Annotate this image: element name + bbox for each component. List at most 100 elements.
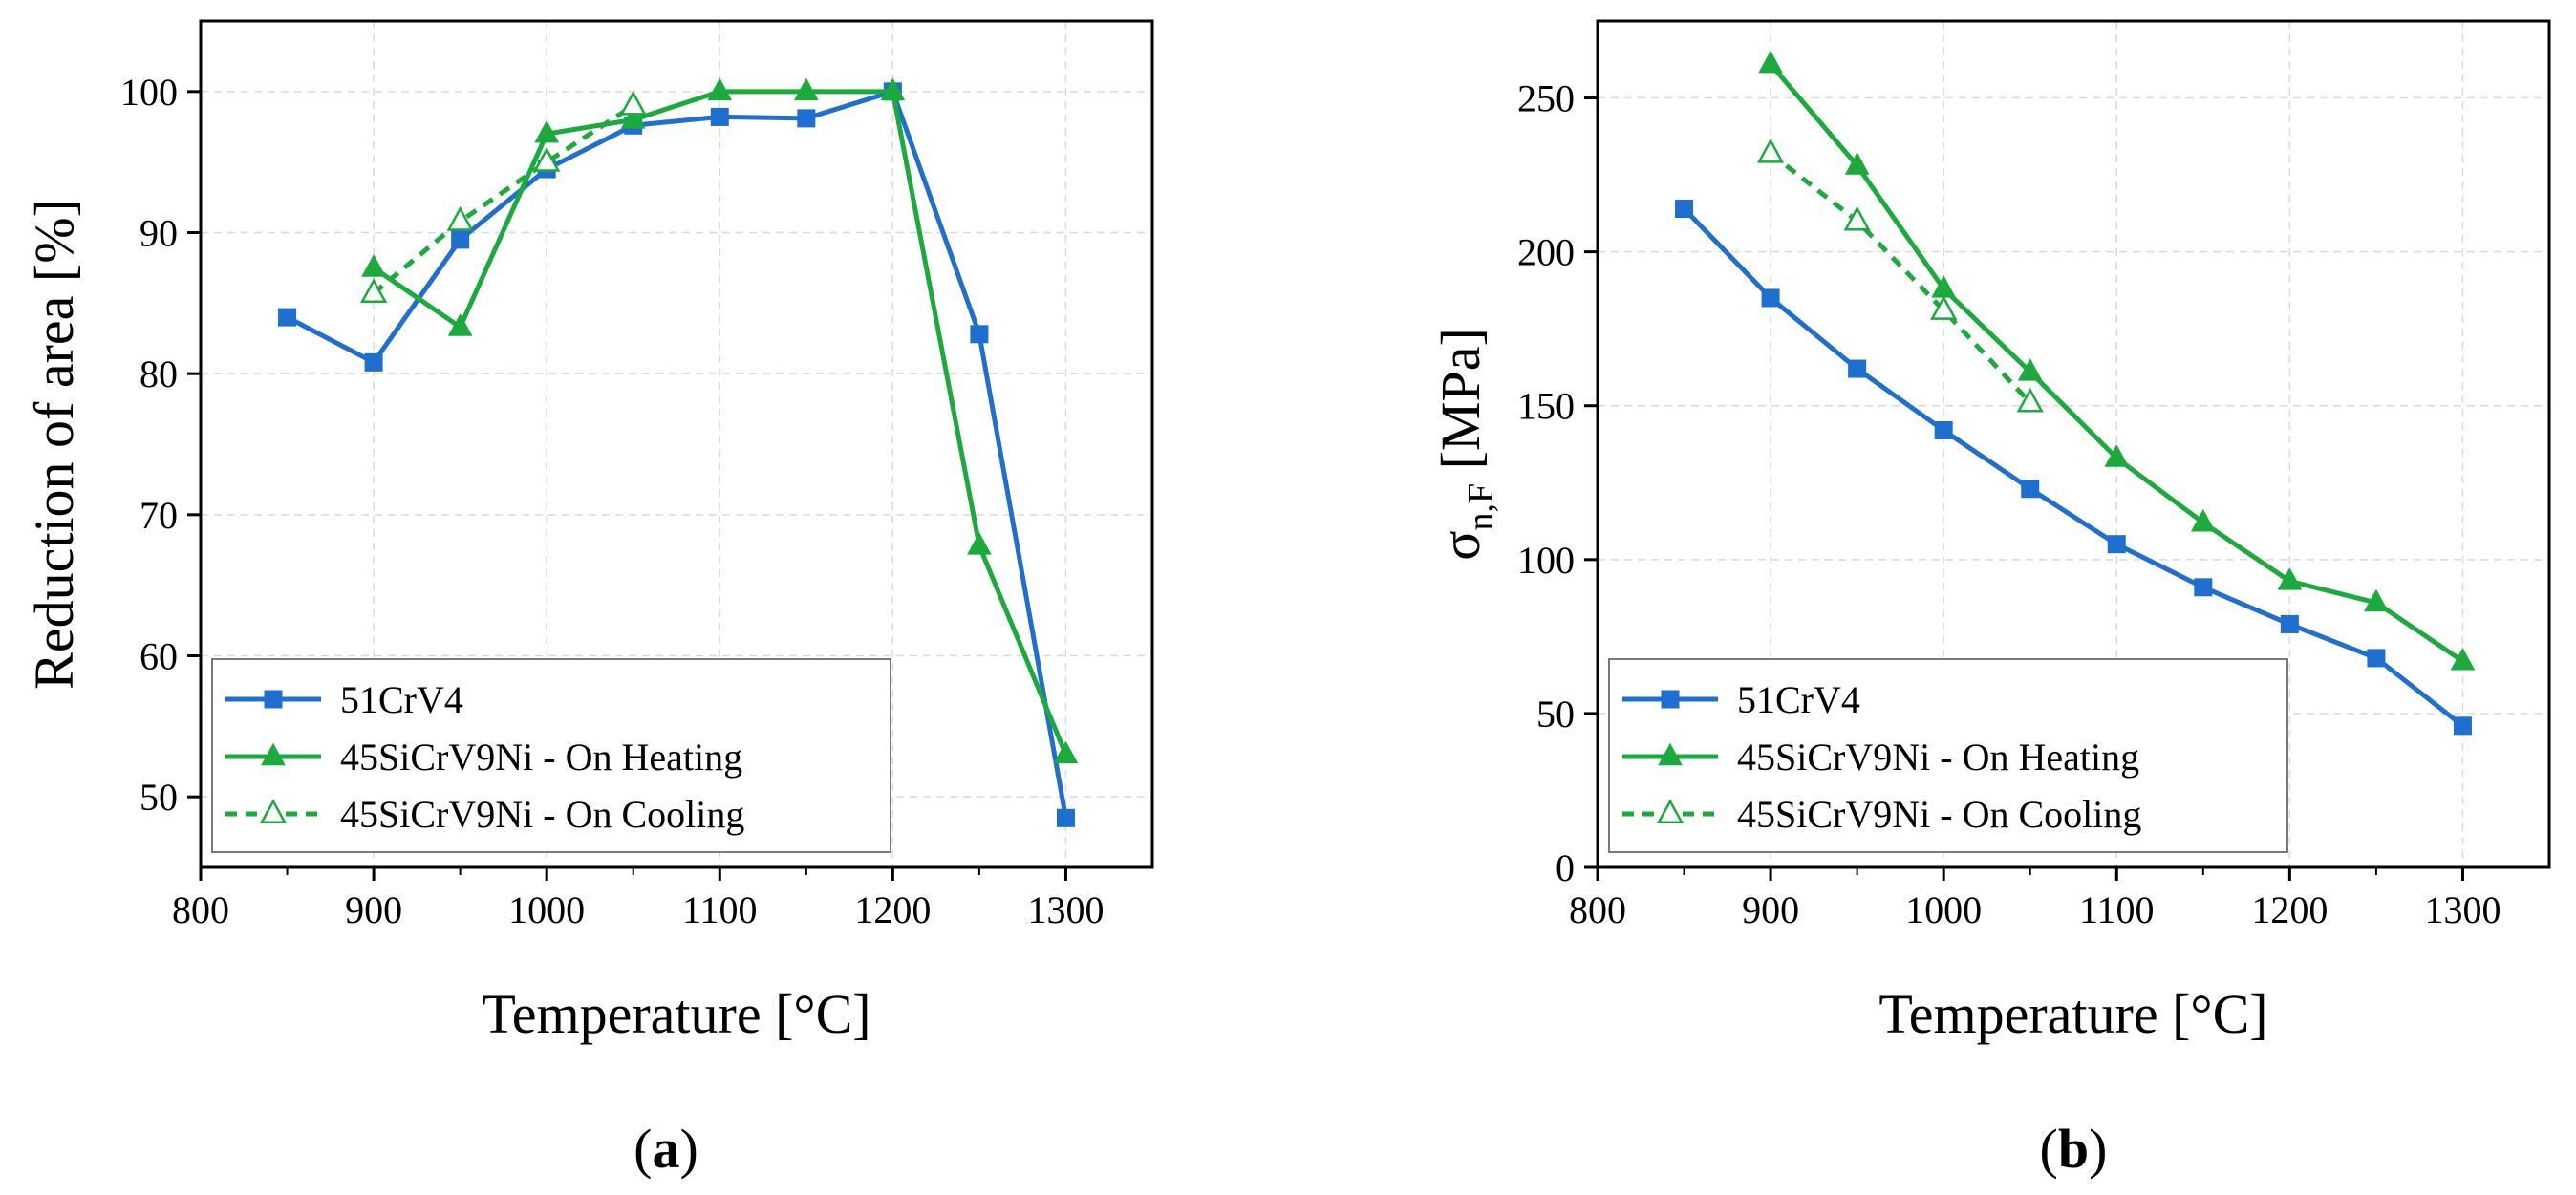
panel-label-a-open: ( [633,1118,652,1180]
data-point-b-1 [2364,588,2389,612]
x-tick-label-b: 1000 [1905,888,1982,931]
legend-items-b: 51CrV4 45SiCrV9Ni - On Heating 45SiCrV9Ni … [1622,678,2141,836]
y-axis-title-a: Reduction of area [%] [23,199,85,690]
y-tick-label-a: 70 [140,494,178,537]
legend-items-a: 51CrV4 45SiCrV9Ni - On Heating 45SiCrV9Ni … [225,678,744,836]
data-point-b-0 [1848,359,1867,378]
data-point-b-1 [2104,444,2130,467]
data-point-b-0 [2280,614,2299,633]
plot-frame-a [199,19,1154,869]
x-tick-label-b: 1300 [2424,888,2501,931]
data-point-a-0 [451,230,470,249]
y-tick-label-b: 0 [1556,846,1575,889]
data-point-b-0 [1934,421,1953,440]
data-point-a-1 [793,77,819,101]
legend-box-b [1608,658,2288,853]
data-point-b-0 [2453,716,2472,736]
panel-label-a-letter: a [653,1118,680,1180]
series-line-a-0 [286,89,1068,819]
legend-label-b-2: 45SiCrV9Ni - On Cooling [1737,793,2141,836]
x-tick-label-b: 1100 [2079,888,2155,931]
data-point-b-1 [1844,152,1870,175]
series-line-b-0 [1682,206,2464,728]
legend-label-b-1: 45SiCrV9Ni - On Heating [1737,736,2139,779]
panel-label-b-letter: b [2058,1118,2089,1180]
y-tick-label-a: 80 [140,352,178,395]
y-axis-title-b-subscript: n,F [1461,483,1501,531]
legend-marker-b-1 [1658,742,1683,766]
panel-label-b-open: ( [2040,1118,2058,1180]
x-tick-label-b: 800 [1569,888,1626,931]
legend-label-a-2: 45SiCrV9Ni - On Cooling [340,793,744,836]
data-point-b-2 [1930,295,1958,320]
data-point-b-1 [2017,358,2043,381]
legend-marker-b-0 [1661,690,1680,709]
legend-marker-a-0 [264,690,283,709]
data-point-a-0 [970,325,989,344]
x-tick-label-a: 900 [345,888,402,931]
y-axis-title-b-sigma: σ [1429,531,1492,561]
data-point-a-0 [1056,808,1075,827]
x-tick-label-a: 1100 [682,888,758,931]
y-tick-label-a: 90 [140,212,178,255]
data-point-a-2 [533,146,561,172]
data-point-a-2 [359,278,388,304]
series-line-b-2 [1769,151,2032,405]
panel-label-a-close: ) [680,1118,698,1180]
data-point-b-1 [2450,647,2476,671]
data-point-a-1 [447,313,473,336]
legend-a: 51CrV4 45SiCrV9Ni - On Heating 45SiCrV9Ni … [211,658,891,853]
data-point-b-1 [1758,50,1783,74]
data-point-a-1 [707,77,733,101]
legend-marker-b-2 [1656,799,1685,824]
x-tick-label-b: 900 [1742,888,1799,931]
data-point-a-0 [797,109,816,128]
data-point-b-2 [1756,138,1785,163]
y-tick-label-b: 100 [1517,539,1575,582]
data-point-a-0 [710,107,729,126]
data-point-a-0 [364,352,383,372]
y-tick-label-a: 50 [140,776,178,819]
legend-marker-a-2 [259,799,288,824]
data-point-b-0 [1761,288,1780,308]
data-point-a-1 [534,119,560,143]
legend-b: 51CrV4 45SiCrV9Ni - On Heating 45SiCrV9Ni … [1608,658,2288,853]
data-point-b-2 [2016,387,2044,413]
y-tick-label-b: 200 [1517,231,1575,274]
y-axis-title-b: σn,F [MPa] [1429,328,1501,561]
marks-a [278,77,1079,827]
data-point-b-1 [2190,508,2216,532]
data-point-a-0 [278,308,297,327]
data-point-b-0 [2367,649,2386,668]
panel-label-b: (b) [2040,1118,2108,1180]
data-point-b-0 [1675,200,1694,219]
data-point-a-2 [619,90,647,116]
y-axis-title-b-unit: [MPa] [1429,328,1492,483]
data-point-a-1 [361,254,386,277]
ticks-a: 800 900 1000 1100 1200 1300 50 60 70 80 90 100 [120,71,1104,931]
x-tick-label-a: 800 [172,888,229,931]
x-tick-label-a: 1200 [854,888,931,931]
series-line-a-2 [372,103,635,295]
data-point-a-1 [620,106,646,129]
y-tick-label-a: 60 [140,635,178,678]
data-point-b-0 [2194,578,2213,597]
x-tick-label-a: 1300 [1027,888,1104,931]
chart-panel-a: 800 900 1000 1100 1200 1300 50 60 70 80 90 100 Temp… [23,19,1154,1180]
legend-label-b-0: 51CrV4 [1737,678,1860,721]
data-point-b-1 [2277,567,2303,590]
data-point-a-1 [880,77,906,101]
panel-label-a: (a) [633,1118,698,1180]
x-axis-title-b: Temperature [°C] [1878,983,2267,1045]
plot-frame-b [1596,19,2551,869]
ticks-b: 800 900 1000 1100 1200 1300 0 50 100 150 200 250 [1517,77,2501,931]
data-point-a-2 [446,205,474,231]
legend-label-a-0: 51CrV4 [340,678,463,721]
panel-label-b-close: ) [2089,1118,2107,1180]
marks-b [1675,50,2476,736]
data-point-a-1 [967,532,992,555]
legend-box-a [211,658,891,853]
x-tick-label-a: 1000 [508,888,585,931]
y-tick-label-b: 50 [1536,693,1575,736]
